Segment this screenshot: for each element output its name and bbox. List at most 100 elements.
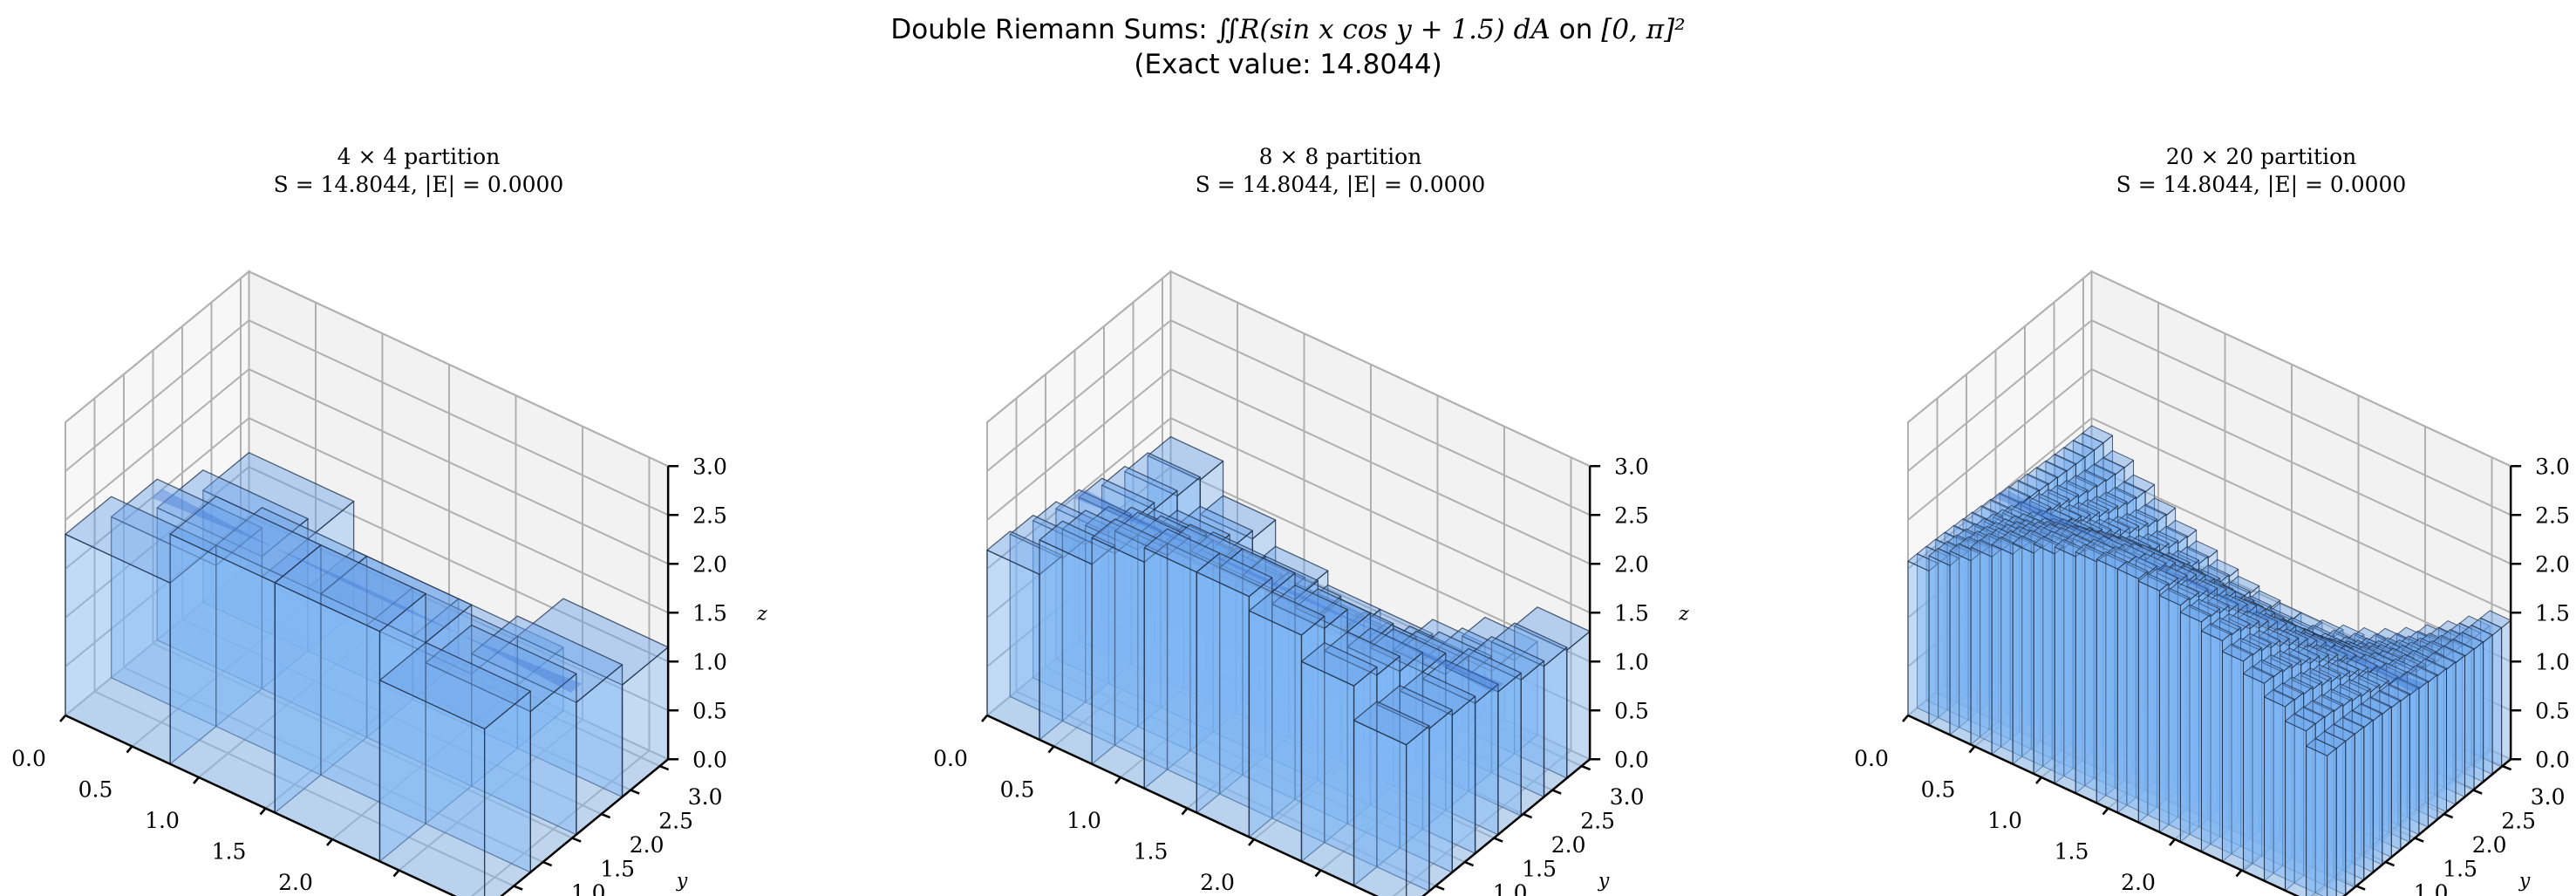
bar3d-plot-8x8: 0.00.51.01.52.02.53.00.00.51.01.52.02.53… (933, 270, 1689, 896)
x-tick-label: 0.0 (933, 746, 968, 771)
bar (2397, 671, 2429, 836)
bar (110, 478, 263, 728)
y-axis-label: y (676, 871, 688, 893)
bar (1346, 627, 1424, 849)
y-axis-label: y (1598, 871, 1610, 893)
subplot-4x4: 4 × 4 partition S = 14.8044, |E| = 0.000… (0, 140, 837, 896)
bar (1160, 525, 1237, 733)
bar3d-plot-4x4: 0.00.51.01.52.02.53.00.00.51.01.52.02.53… (11, 270, 767, 896)
bar (274, 544, 426, 862)
subplot-8x8: 8 × 8 partition S = 14.8044, |E| = 0.000… (922, 140, 1759, 896)
y-axis-line (1421, 758, 1591, 896)
y-tick-label: 2.0 (630, 832, 664, 858)
z-tick-label: 1.5 (1614, 600, 1649, 626)
bar (1399, 671, 1476, 873)
figure-title: Double Riemann Sums: ∬R(sin x cos y + 1.… (0, 12, 2576, 82)
bar (1917, 545, 1948, 719)
y-tick-label: 1.0 (2414, 880, 2449, 896)
tick-labels: 0.00.51.01.52.02.53.00.00.51.01.52.02.53… (933, 454, 1689, 896)
bar (2021, 530, 2053, 767)
bar (1468, 636, 1545, 817)
bar (1949, 543, 1981, 745)
bar (320, 555, 473, 824)
figure-title-line-2: (Exact value: 14.8044) (1134, 49, 1442, 80)
tick-labels: 0.00.51.01.52.02.53.00.00.51.01.52.02.53… (1854, 454, 2570, 896)
bar (2054, 538, 2086, 794)
bar (2261, 653, 2293, 866)
y-axis-line (2342, 758, 2511, 896)
bar (1196, 552, 1273, 838)
x-tick-label: 2.0 (278, 870, 313, 895)
bar (2033, 536, 2065, 784)
z-tick-label: 1.0 (692, 649, 727, 674)
z-tick-label: 2.5 (1614, 503, 1649, 528)
bar (1317, 598, 1394, 806)
x-tick-label: 1.5 (2055, 839, 2089, 865)
x-tick-label: 1.5 (212, 839, 247, 865)
y-tick-label: 2.5 (2501, 809, 2536, 834)
bar (65, 496, 217, 765)
x-axis-line (65, 714, 458, 896)
bar (2306, 738, 2337, 896)
y-tick-label: 1.5 (600, 857, 635, 882)
x-tick-label: 1.5 (1134, 839, 1169, 865)
bar (1271, 585, 1348, 844)
x-tick-label: 0.0 (1854, 746, 1889, 771)
bar (2252, 659, 2284, 874)
bar (516, 598, 669, 798)
y-tick-label: 2.5 (658, 809, 693, 834)
x-tick-label: 0.5 (1921, 777, 1956, 803)
y-tick-label: 3.0 (1610, 784, 1645, 810)
z-tick-label: 0.5 (2535, 698, 2570, 723)
y-tick-label: 1.0 (1493, 880, 1528, 896)
bar (1114, 511, 1191, 770)
bar (2189, 598, 2221, 845)
bar (156, 469, 309, 690)
bar (2379, 683, 2410, 851)
bar (307, 549, 460, 701)
bar (1300, 642, 1378, 886)
subplot-20x20: 20 × 20 partition S = 14.8044, |E| = 0.0… (1843, 140, 2576, 896)
z-tick-label: 1.0 (2535, 649, 2570, 674)
z-tick-label: 0.0 (692, 747, 727, 772)
bar (2012, 535, 2044, 775)
x-tick-label: 1.0 (1987, 808, 2022, 833)
function-surface (1993, 489, 2425, 693)
axis-lines (59, 465, 679, 896)
y-tick-label: 1.0 (571, 880, 606, 896)
y-tick-label: 3.0 (688, 784, 723, 810)
tick-labels: 0.00.51.01.52.02.53.00.00.51.01.52.02.53… (11, 454, 767, 896)
bar (1421, 659, 1499, 854)
bar (2179, 604, 2211, 852)
z-tick-label: 1.0 (1614, 649, 1649, 674)
subplot-title: 4 × 4 partition S = 14.8044, |E| = 0.000… (273, 144, 564, 197)
bar (2303, 700, 2334, 886)
bar (1091, 518, 1169, 790)
bar (2096, 551, 2128, 814)
bar (986, 530, 1064, 741)
bar (2231, 637, 2263, 865)
x-tick-label: 0.0 (11, 746, 46, 771)
z-tick-label: 3.0 (692, 454, 727, 479)
x-tick-label: 0.5 (1000, 777, 1035, 803)
subplot-title: 20 × 20 partition S = 14.8044, |E| = 0.0… (2116, 144, 2407, 197)
axis-lines (981, 465, 1601, 896)
bar (2388, 677, 2420, 843)
bar (365, 586, 519, 787)
bar (1324, 631, 1400, 868)
z-tick-label: 3.0 (2535, 454, 2570, 479)
bar (471, 615, 624, 836)
bar (1353, 701, 1430, 896)
bar (378, 641, 531, 896)
bar (2264, 688, 2295, 892)
bar (1107, 506, 1185, 708)
bar (2105, 546, 2136, 806)
x-tick-label: 0.5 (78, 777, 113, 803)
bar (2147, 568, 2178, 825)
bar (1376, 685, 1453, 893)
bar (2116, 561, 2149, 824)
bar (2000, 530, 2032, 757)
x-axis-line (1907, 714, 2300, 896)
z-tick-label: 0.5 (692, 698, 727, 723)
bar (1991, 536, 2023, 765)
